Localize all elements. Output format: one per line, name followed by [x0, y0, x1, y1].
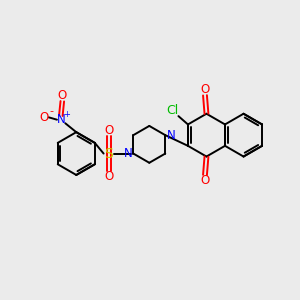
Text: O: O: [39, 111, 48, 124]
Text: O: O: [58, 89, 67, 102]
Text: N: N: [56, 113, 65, 126]
Text: +: +: [63, 110, 70, 119]
Text: -: -: [49, 106, 53, 116]
Text: N: N: [123, 147, 132, 160]
Text: O: O: [200, 174, 210, 188]
Text: N: N: [167, 129, 175, 142]
Text: O: O: [104, 170, 114, 183]
Text: S: S: [105, 147, 113, 160]
Text: Cl: Cl: [167, 104, 178, 117]
Text: O: O: [104, 124, 114, 137]
Text: O: O: [200, 83, 210, 96]
